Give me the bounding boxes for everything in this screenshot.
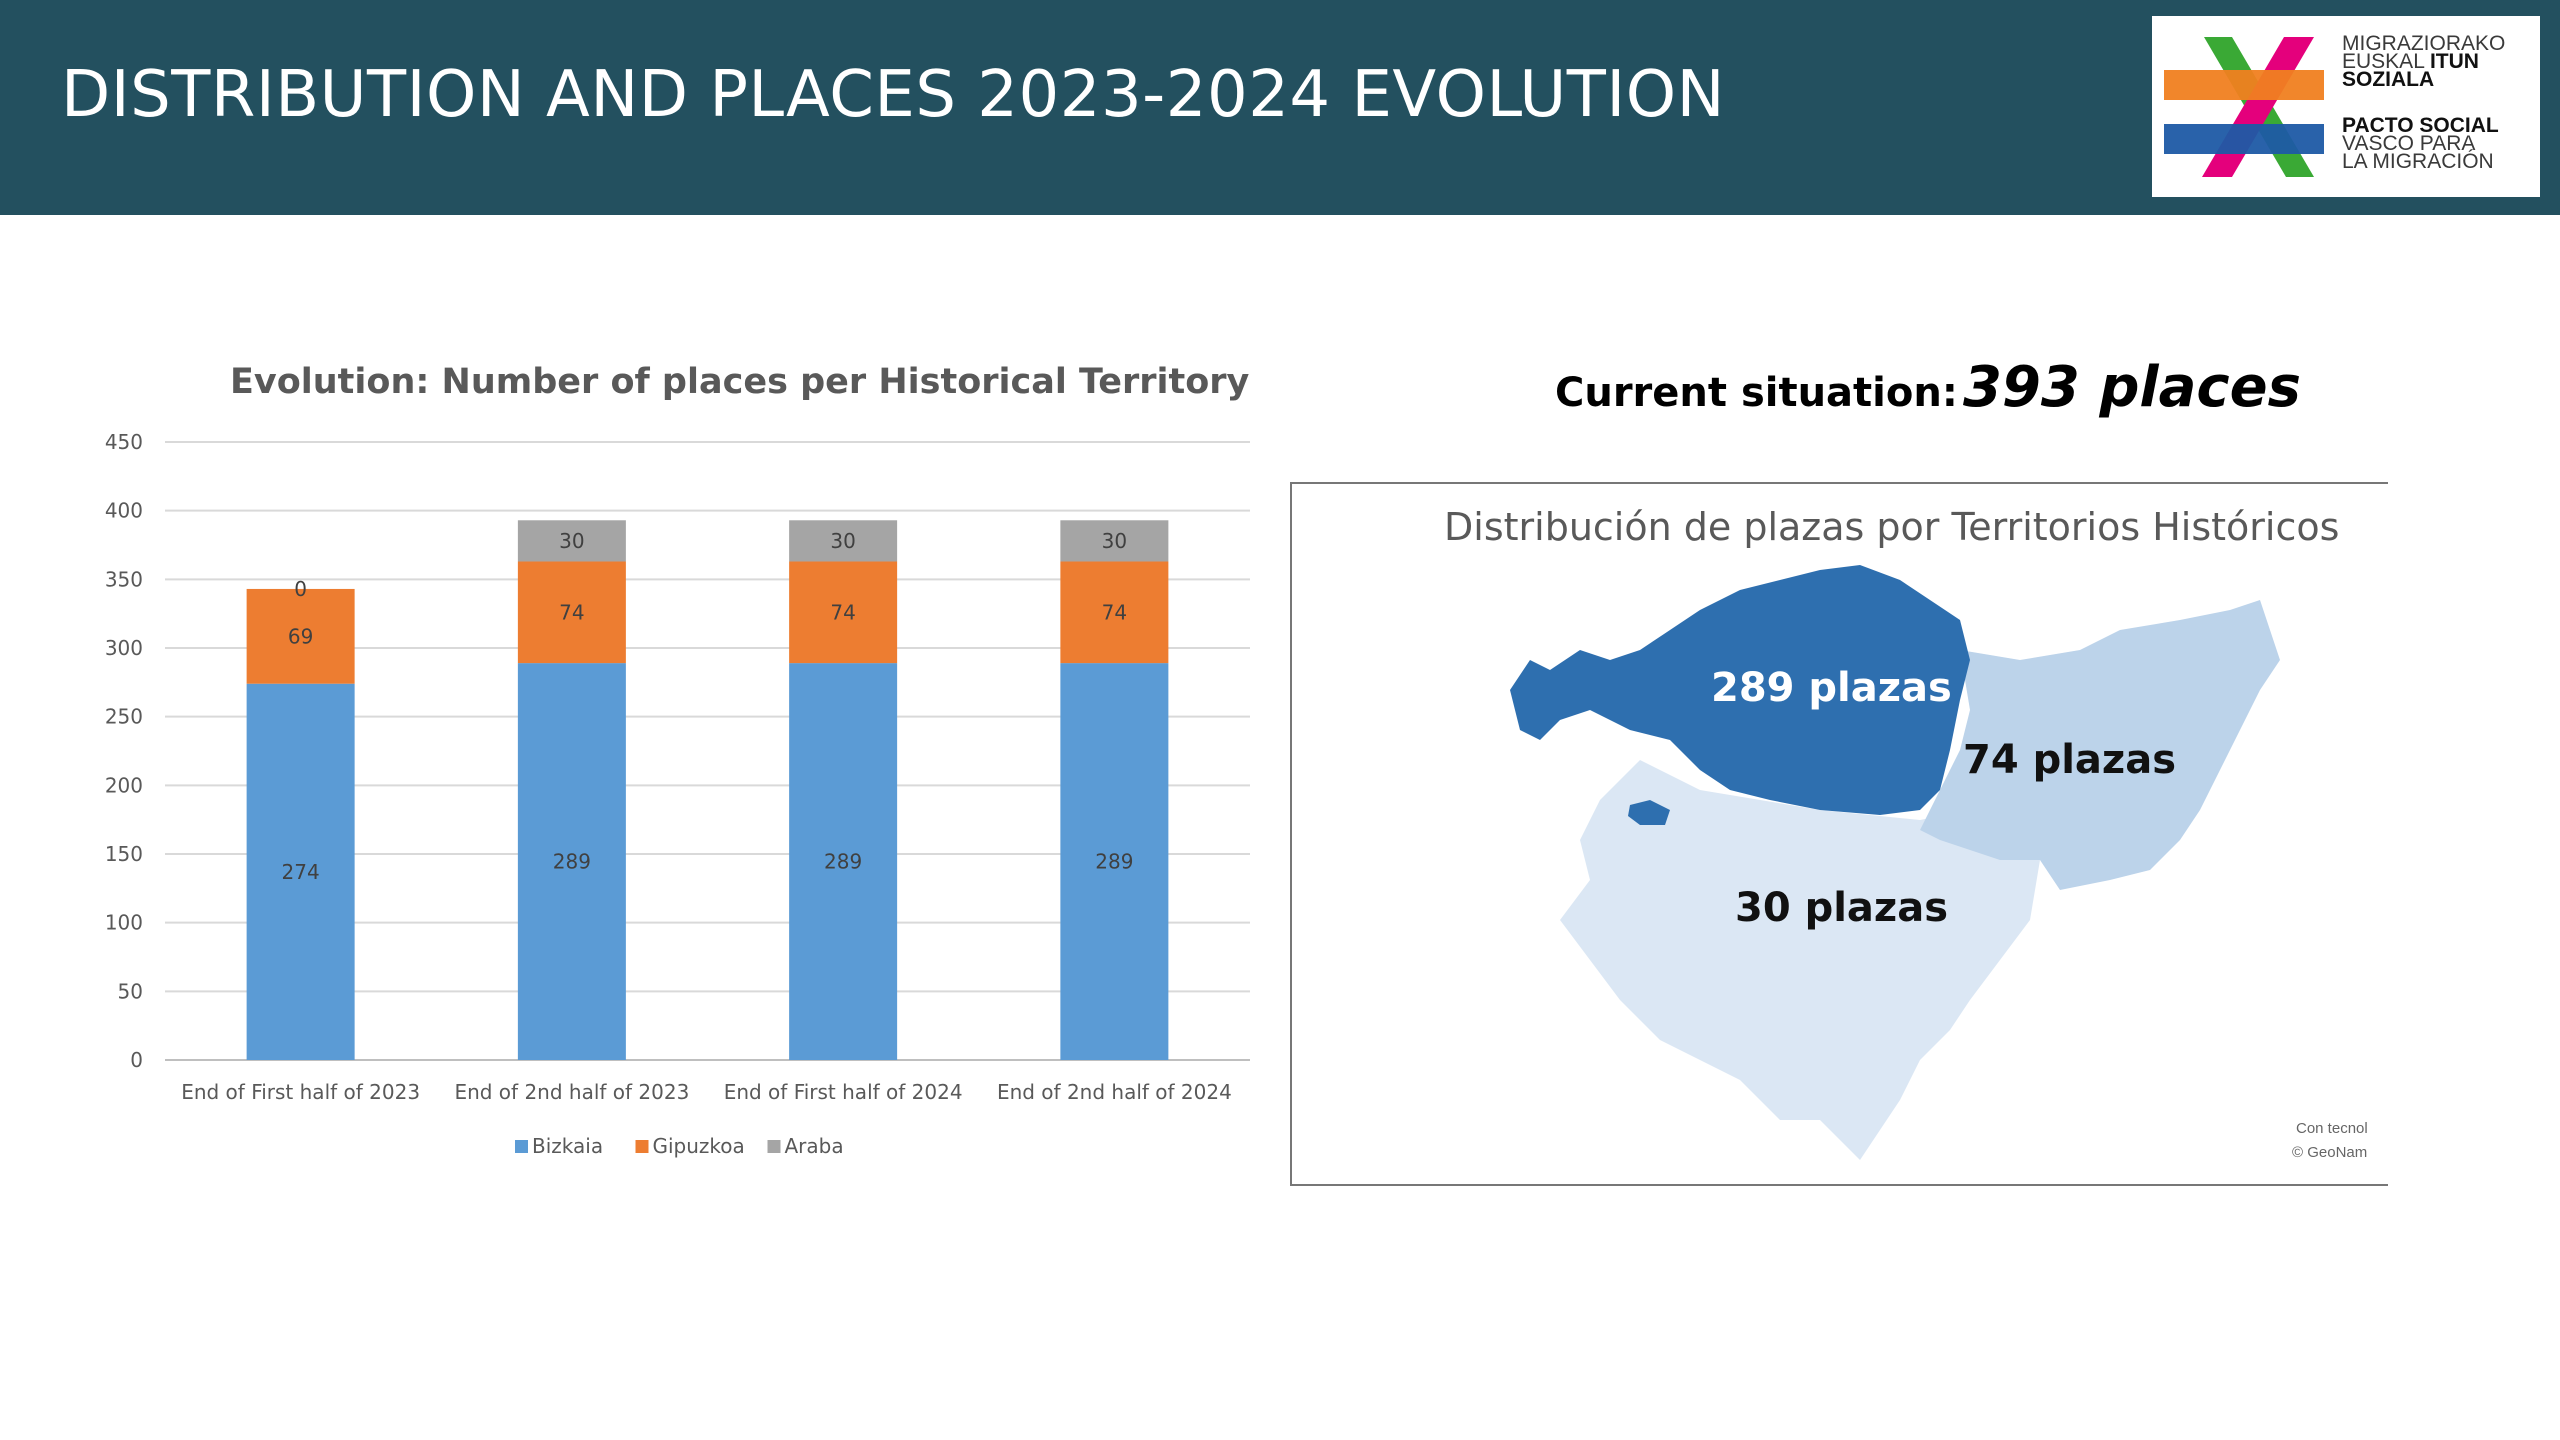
y-tick-label: 400 bbox=[105, 499, 143, 523]
map-title: Distribución de plazas por Territorios H… bbox=[1444, 505, 2340, 549]
y-tick-label: 150 bbox=[105, 842, 143, 866]
basque-map bbox=[1510, 565, 2280, 1160]
map-label-araba: 30 plazas bbox=[1735, 885, 1949, 931]
y-tick-label: 450 bbox=[105, 430, 143, 454]
data-label: 289 bbox=[553, 850, 591, 874]
legend-swatch-bizkaia bbox=[515, 1140, 528, 1153]
bar-segment-bizkaia bbox=[1060, 663, 1169, 1060]
logo-text-2: EUSKAL ITUN bbox=[2342, 50, 2479, 73]
map-credit-1: Con tecnol bbox=[2296, 1120, 2368, 1137]
x-tick-label: End of First half of 2023 bbox=[181, 1080, 420, 1104]
bar-segment-gipuzkoa bbox=[517, 561, 626, 664]
bar-segment-araba bbox=[789, 520, 898, 562]
current-label: Current situation: bbox=[1555, 370, 1958, 416]
bar-segment-gipuzkoa bbox=[789, 561, 898, 664]
data-label: 74 bbox=[830, 600, 855, 624]
y-tick-label: 200 bbox=[105, 773, 143, 797]
chart-title: Evolution: Number of places per Historic… bbox=[230, 362, 1250, 402]
logo-x-mark bbox=[2164, 37, 2324, 177]
y-tick-label: 250 bbox=[105, 705, 143, 729]
bar-segment-bizkaia bbox=[246, 683, 355, 1060]
header-bar: DISTRIBUTION AND PLACES 2023-2024 EVOLUT… bbox=[0, 0, 2560, 215]
data-label: 74 bbox=[1102, 600, 1127, 624]
data-label: 30 bbox=[830, 529, 855, 553]
map-credit-2: © GeoNam bbox=[2292, 1144, 2368, 1161]
data-label: 69 bbox=[288, 624, 313, 648]
map-label-bizkaia: 289 plazas bbox=[1711, 665, 1952, 711]
page-title: DISTRIBUTION AND PLACES 2023-2024 EVOLUT… bbox=[61, 58, 1725, 132]
logo-text-5: VASCO PARA bbox=[2342, 132, 2476, 155]
data-label: 0 bbox=[294, 577, 307, 601]
logo: MIGRAZIORAKO EUSKAL ITUN SOZIALA PACTO S… bbox=[2152, 16, 2540, 197]
data-label: 289 bbox=[824, 850, 862, 874]
logo-text-3: SOZIALA bbox=[2342, 68, 2435, 91]
current-value: 393 places bbox=[1962, 355, 2301, 420]
map-region-bizkaia-enclave bbox=[1628, 800, 1670, 825]
current-situation: Current situation: 393 places bbox=[1555, 355, 2301, 420]
data-label: 30 bbox=[1102, 529, 1127, 553]
y-tick-label: 0 bbox=[130, 1048, 143, 1072]
map-label-gipuzkoa: 74 plazas bbox=[1963, 737, 2177, 783]
y-tick-label: 350 bbox=[105, 567, 143, 591]
bar-segment-bizkaia bbox=[517, 663, 626, 1060]
x-tick-label: End of First half of 2024 bbox=[724, 1080, 963, 1104]
bar-segment-araba bbox=[1060, 520, 1169, 562]
x-tick-label: End of 2nd half of 2023 bbox=[454, 1080, 689, 1104]
data-label: 30 bbox=[559, 529, 584, 553]
map-region-gipuzkoa bbox=[1920, 600, 2280, 890]
legend-label-gipuzkoa: Gipuzkoa bbox=[653, 1134, 745, 1158]
bar-segment-araba bbox=[517, 520, 626, 562]
bar-segment-gipuzkoa bbox=[246, 588, 355, 684]
x-tick-label: End of 2nd half of 2024 bbox=[997, 1080, 1232, 1104]
y-tick-label: 300 bbox=[105, 636, 143, 660]
stacked-bar-chart: 0 50 100 150 200 250 300 350 400 450 274 69 0 End of … bbox=[105, 430, 1250, 1158]
legend-label-bizkaia: Bizkaia bbox=[532, 1134, 603, 1158]
legend-label-araba: Araba bbox=[785, 1134, 844, 1158]
data-label: 289 bbox=[1095, 850, 1133, 874]
data-label: 74 bbox=[559, 600, 584, 624]
legend-swatch-gipuzkoa bbox=[635, 1140, 649, 1153]
logo-text-4: PACTO SOCIAL bbox=[2342, 114, 2499, 137]
bar-segment-bizkaia bbox=[789, 663, 898, 1060]
bar-segment-gipuzkoa bbox=[1060, 561, 1169, 664]
data-label: 274 bbox=[282, 860, 320, 884]
y-tick-label: 100 bbox=[105, 911, 143, 935]
legend-swatch-araba bbox=[767, 1140, 781, 1153]
map-region-araba bbox=[1560, 760, 2060, 1160]
logo-text-6: LA MIGRACIÓN bbox=[2342, 150, 2494, 173]
y-tick-label: 50 bbox=[118, 979, 143, 1003]
map-region-bizkaia bbox=[1510, 565, 1970, 815]
logo-text-1: MIGRAZIORAKO bbox=[2342, 32, 2506, 55]
